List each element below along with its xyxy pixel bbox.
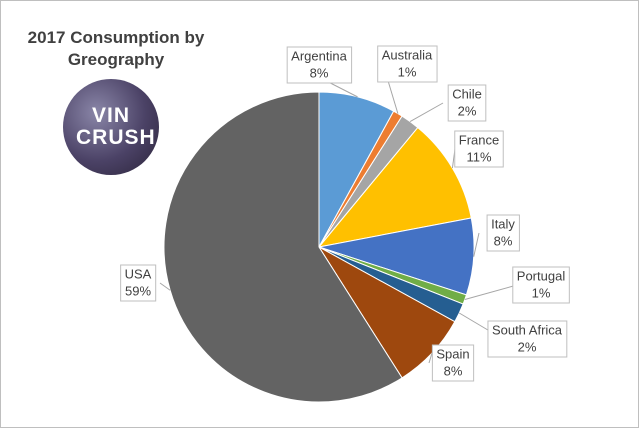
- leader-line: [159, 282, 171, 291]
- value-label: 1%: [398, 64, 417, 79]
- label-box: [120, 264, 157, 302]
- value-label: 2%: [518, 339, 537, 354]
- label-box: [286, 46, 353, 84]
- pie-slice: [163, 91, 403, 403]
- category-label: Spain: [436, 346, 469, 361]
- logo: VIN CRUSH: [63, 79, 159, 175]
- category-label: Portugal: [517, 268, 566, 283]
- category-label: Italy: [491, 216, 515, 231]
- label-box: [486, 214, 520, 252]
- category-label: Chile: [452, 86, 482, 101]
- category-label: USA: [125, 266, 152, 281]
- category-label: Australia: [382, 47, 433, 62]
- label-box: [447, 84, 487, 122]
- logo-text: VIN CRUSH: [76, 104, 156, 149]
- label-box: [377, 45, 438, 83]
- category-label: Argentina: [291, 48, 347, 63]
- chart-title: 2017 Consumption by Greography: [27, 28, 205, 69]
- leader-line: [428, 352, 433, 364]
- value-label: 2%: [458, 103, 477, 118]
- category-label: South Africa: [492, 322, 563, 337]
- label-box: [512, 266, 570, 304]
- label-box: [431, 344, 475, 382]
- value-label: 11%: [466, 149, 491, 164]
- value-label: 8%: [444, 363, 463, 378]
- leader-line: [464, 284, 518, 300]
- value-label: 59%: [125, 283, 151, 298]
- value-label: 8%: [310, 65, 329, 80]
- label-box: [454, 130, 504, 168]
- pie-slice: [317, 126, 472, 248]
- leader-line: [473, 232, 480, 257]
- value-label: 8%: [494, 233, 513, 248]
- value-label: 1%: [532, 285, 551, 300]
- leader-line: [409, 102, 444, 123]
- label-box: [487, 320, 568, 358]
- category-label: France: [459, 132, 499, 147]
